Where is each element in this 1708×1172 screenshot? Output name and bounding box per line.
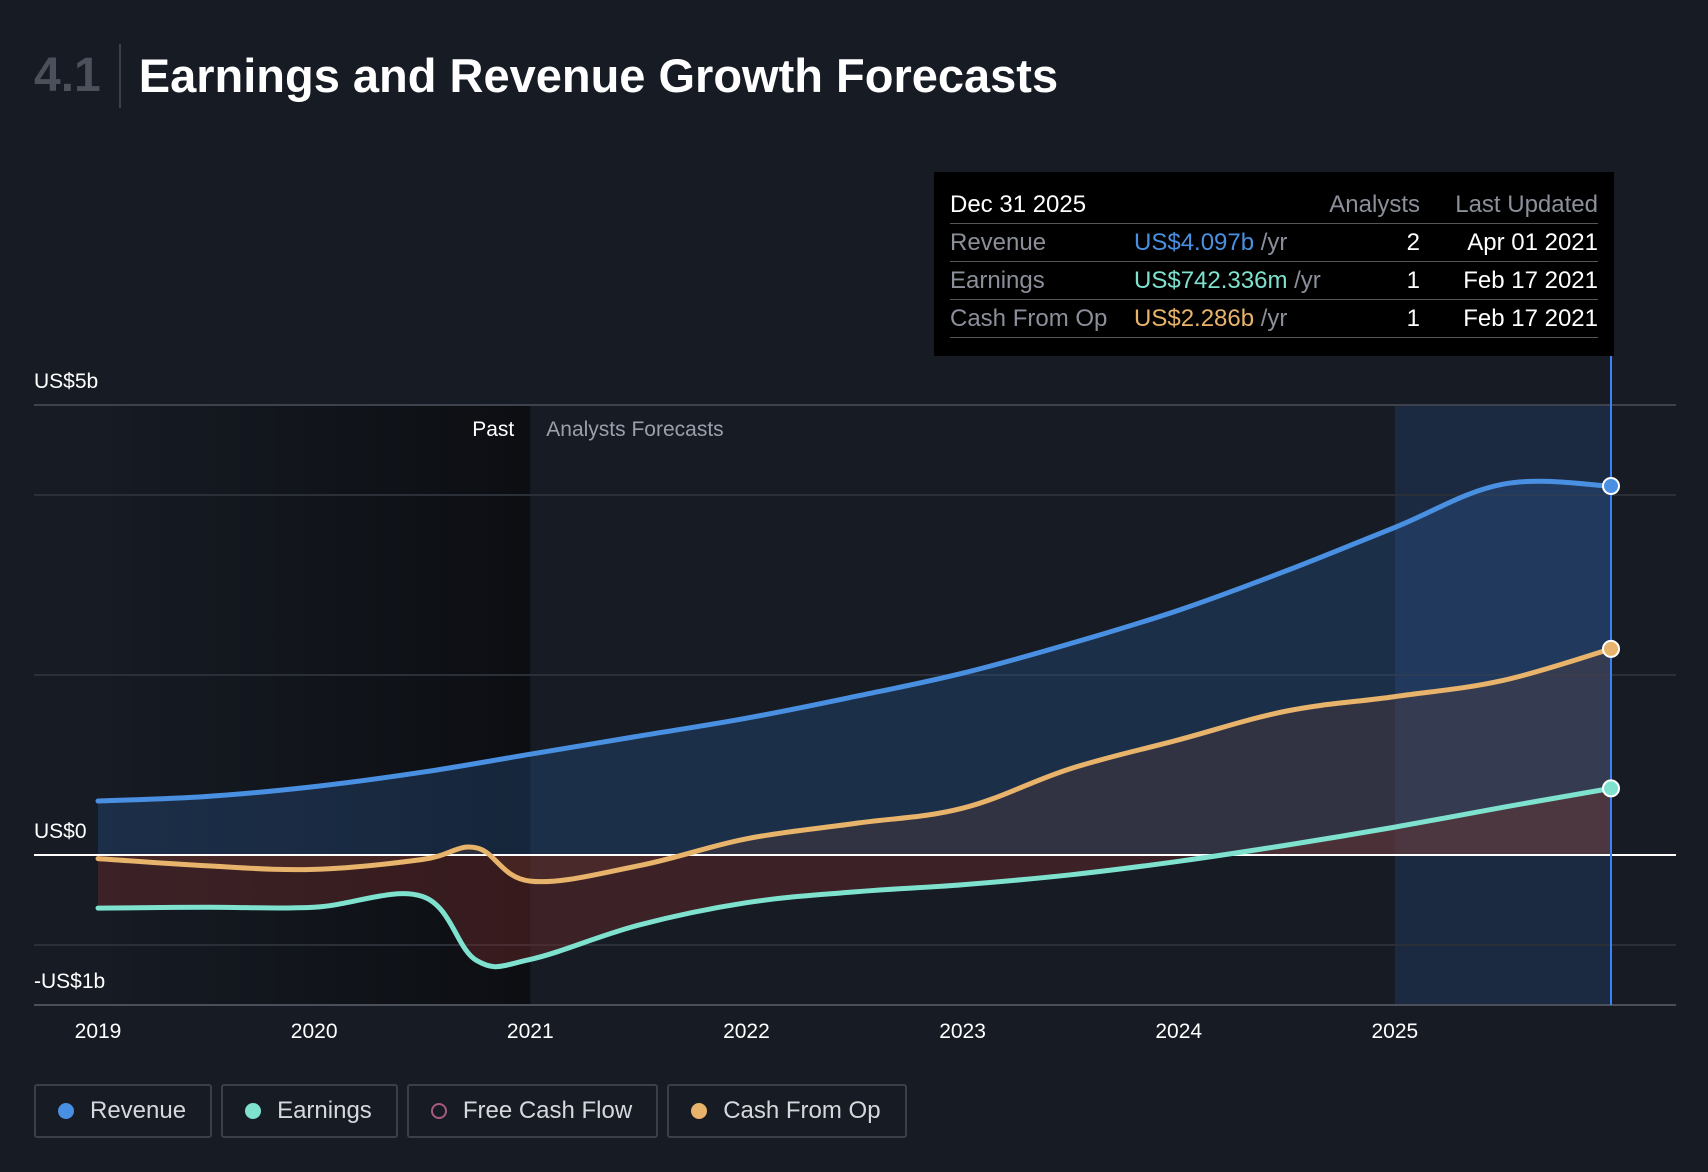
revenue-end-point <box>1602 477 1620 495</box>
revenue-area <box>98 481 1611 855</box>
legend-item-earnings[interactable]: Earnings <box>221 1084 398 1138</box>
tooltip-unit: /yr <box>1294 266 1321 294</box>
y-tick-zero: US$0 <box>34 820 87 843</box>
x-tick-label: 2020 <box>291 1020 338 1043</box>
past-label: Past <box>472 418 514 441</box>
end-dots <box>1602 477 1620 798</box>
legend-item-free-cash-flow[interactable]: Free Cash Flow <box>406 1084 659 1138</box>
tooltip-label: Revenue <box>950 223 1134 262</box>
y-tick-top: US$5b <box>34 370 98 393</box>
tooltip-col-updated: Last Updated <box>1438 186 1598 224</box>
cash-from-op-end-point <box>1602 639 1620 658</box>
legend-ring-icon <box>430 1103 447 1119</box>
tooltip-value: US$742.336m <box>1134 266 1288 294</box>
tooltip-label: Cash From Op <box>950 299 1134 338</box>
earnings-end-point <box>1602 779 1620 798</box>
tooltip-unit: /yr <box>1260 304 1288 332</box>
tooltip-analysts: 1 <box>1329 299 1438 338</box>
series-areas <box>98 481 1611 967</box>
tooltip-row-revenue: Revenue US$4.097b /yr 2 Apr 01 2021 <box>950 223 1598 262</box>
legend-item-cash-from-op[interactable]: Cash From Op <box>667 1084 907 1138</box>
tooltip-analysts: 1 <box>1329 261 1438 300</box>
series-lines <box>95 478 1614 970</box>
legend-label: Free Cash Flow <box>462 1097 633 1124</box>
tooltip-updated: Feb 17 2021 <box>1438 261 1598 300</box>
tooltip-table: Dec 31 2025 Analysts Last Updated Revenu… <box>950 186 1598 338</box>
legend-dot-icon <box>691 1103 708 1119</box>
legend-item-revenue[interactable]: Revenue <box>34 1084 213 1138</box>
y-tick-bottom: -US$1b <box>34 970 105 993</box>
revenue-line <box>95 478 1614 804</box>
forecast-label: Analysts Forecasts <box>546 418 723 441</box>
legend-dot-icon <box>58 1103 74 1119</box>
earnings-area <box>98 788 1611 967</box>
legend-label: Revenue <box>90 1097 187 1124</box>
tooltip-date: Dec 31 2025 <box>950 186 1330 224</box>
page-title: Earnings and Revenue Growth Forecasts <box>138 49 1059 102</box>
x-tick-label: 2023 <box>939 1020 986 1043</box>
legend-label: Cash From Op <box>723 1097 881 1124</box>
chart-legend: Revenue Earnings Free Cash Flow Cash Fro… <box>34 1084 907 1138</box>
x-tick-label: 2024 <box>1155 1020 1202 1043</box>
tooltip-header-row: Dec 31 2025 Analysts Last Updated <box>950 186 1598 224</box>
tooltip-row-earnings: Earnings US$742.336m /yr 1 Feb 17 2021 <box>950 261 1598 300</box>
tooltip-value-cell: US$742.336m /yr <box>1134 261 1330 300</box>
x-tick-label: 2021 <box>507 1020 554 1043</box>
data-tooltip: Dec 31 2025 Analysts Last Updated Revenu… <box>934 172 1614 356</box>
cash-from-op-area <box>98 648 1611 882</box>
tooltip-analysts: 2 <box>1329 223 1438 262</box>
section-number: 4.1 <box>34 44 121 108</box>
tooltip-value: US$2.286b <box>1134 304 1255 332</box>
legend-label: Earnings <box>277 1097 372 1124</box>
x-axis-ticks: 2019 2020 2021 2022 2023 2024 2025 <box>75 1020 1419 1043</box>
cash-from-op-line <box>95 646 1614 885</box>
legend-dot-icon <box>245 1103 262 1119</box>
x-tick-label: 2025 <box>1371 1020 1418 1043</box>
tooltip-col-analysts: Analysts <box>1329 186 1438 224</box>
tooltip-unit: /yr <box>1260 228 1288 256</box>
x-tick-label: 2019 <box>75 1020 122 1043</box>
earnings-line <box>95 785 1614 970</box>
chart-header: 4.1 Earnings and Revenue Growth Forecast… <box>34 44 1058 108</box>
tooltip-updated: Apr 01 2021 <box>1438 223 1598 262</box>
x-tick-label: 2022 <box>723 1020 770 1043</box>
tooltip-value-cell: US$4.097b /yr <box>1134 223 1330 262</box>
highlight-region <box>1394 405 1611 1005</box>
gridlines <box>34 404 1676 946</box>
tooltip-updated: Feb 17 2021 <box>1438 299 1598 338</box>
growth-forecast-chart[interactable]: US$5b US$0 -US$1b Past Analysts Forecast… <box>0 0 1708 1060</box>
tooltip-label: Earnings <box>950 261 1134 300</box>
tooltip-value: US$4.097b <box>1134 228 1255 256</box>
tooltip-row-cash-from-op: Cash From Op US$2.286b /yr 1 Feb 17 2021 <box>950 299 1598 338</box>
tooltip-value-cell: US$2.286b /yr <box>1134 299 1330 338</box>
